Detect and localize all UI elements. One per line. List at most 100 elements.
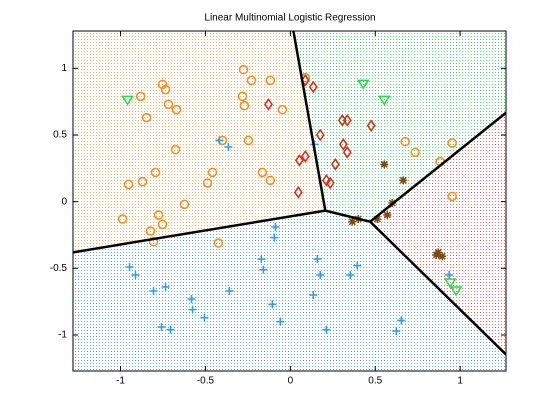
- marker-plus: [257, 255, 266, 263]
- marker-plus: [161, 283, 170, 291]
- marker-star: [373, 215, 382, 223]
- marker-plus: [313, 255, 322, 263]
- marker-circle: [150, 167, 161, 178]
- marker-circle: [202, 178, 213, 188]
- x-tick-label: -1: [116, 376, 125, 387]
- chart-title: Linear Multinomial Logistic Regression: [204, 13, 375, 24]
- marker-plus: [187, 295, 196, 303]
- marker-diamond: [300, 150, 310, 163]
- marker-circle: [277, 104, 288, 115]
- marker-plus: [346, 271, 355, 279]
- marker-plus: [316, 271, 325, 279]
- marker-circle: [410, 147, 420, 158]
- marker-plus: [149, 287, 158, 295]
- marker-circle: [157, 79, 168, 90]
- marker-plus: [276, 317, 285, 326]
- marker-plus: [397, 316, 406, 325]
- marker-plus: [188, 305, 197, 314]
- y-tick-label: 1: [61, 63, 67, 74]
- decision-boundary: [73, 209, 326, 254]
- marker-circle: [153, 210, 164, 220]
- marker-circle: [123, 179, 134, 190]
- marker-circle: [237, 91, 248, 102]
- decision-boundary: [369, 111, 506, 223]
- marker-plus: [259, 265, 268, 274]
- axes-box: [72, 30, 507, 372]
- marker-circle: [117, 214, 128, 224]
- decision-boundary: [325, 209, 371, 223]
- marker-plus: [166, 325, 175, 334]
- marker-diamond: [308, 80, 318, 94]
- marker-circle: [265, 75, 276, 86]
- marker-circle: [213, 238, 224, 248]
- marker-plus: [157, 323, 166, 331]
- marker-triangle: [356, 79, 370, 90]
- marker-triangle: [449, 286, 463, 297]
- marker-circle: [179, 199, 190, 210]
- x-tick-label: 1: [457, 376, 463, 387]
- marker-diamond: [325, 176, 335, 190]
- marker-star: [348, 217, 357, 226]
- y-tick-label: 0: [61, 196, 67, 207]
- marker-star: [380, 160, 389, 169]
- marker-circle: [265, 175, 276, 186]
- marker-plus: [224, 143, 233, 151]
- marker-plus: [200, 313, 209, 322]
- marker-plus: [353, 261, 362, 270]
- marker-circle: [239, 100, 250, 111]
- marker-circle: [246, 75, 257, 86]
- region: [293, 31, 506, 222]
- decision-boundary: [369, 220, 506, 356]
- marker-plus: [392, 327, 401, 335]
- marker-circle: [171, 104, 182, 115]
- marker-circle: [170, 144, 181, 155]
- marker-diamond: [330, 158, 340, 171]
- y-tick-label: -0.5: [50, 263, 68, 274]
- marker-circle: [157, 219, 168, 230]
- marker-diamond: [366, 119, 376, 132]
- marker-circle: [137, 176, 148, 187]
- x-tick-label: 0.5: [368, 376, 382, 387]
- marker-circle: [135, 91, 146, 102]
- marker-plus: [322, 325, 331, 334]
- marker-plus: [445, 271, 454, 279]
- points: [117, 64, 463, 335]
- marker-plus: [271, 223, 280, 231]
- marker-diamond: [338, 138, 348, 151]
- marker-plus: [131, 271, 140, 279]
- x-tick-label: -0.5: [197, 376, 215, 387]
- marker-diamond: [315, 128, 325, 142]
- marker-diamond: [342, 146, 352, 159]
- marker-star: [383, 211, 392, 219]
- marker-plus: [270, 233, 279, 242]
- marker-diamond: [294, 154, 304, 167]
- y-tick-label: 0.5: [53, 130, 67, 141]
- marker-plus: [215, 136, 224, 145]
- marker-circle: [243, 135, 254, 146]
- marker-plus: [309, 291, 318, 299]
- marker-triangle: [377, 95, 391, 106]
- marker-circle: [238, 64, 249, 75]
- x-tick-label: 0: [288, 376, 294, 387]
- marker-circle: [257, 167, 268, 178]
- marker-plus: [125, 263, 134, 271]
- marker-star: [438, 252, 447, 261]
- marker-diamond: [264, 98, 273, 111]
- marker-circle: [400, 136, 410, 147]
- marker-plus: [225, 287, 234, 295]
- decision-boundary: [292, 31, 327, 211]
- marker-triangle: [443, 278, 457, 289]
- marker-circle: [145, 226, 156, 236]
- marker-diamond: [342, 114, 352, 127]
- marker-circle: [160, 84, 171, 95]
- marker-circle: [207, 167, 218, 178]
- marker-circle: [447, 191, 457, 202]
- marker-star: [399, 176, 408, 185]
- marker-circle: [163, 99, 174, 110]
- marker-diamond: [321, 174, 331, 187]
- y-tick-label: -1: [58, 330, 67, 341]
- marker-circle: [141, 112, 152, 123]
- region: [73, 31, 326, 253]
- region: [370, 112, 506, 355]
